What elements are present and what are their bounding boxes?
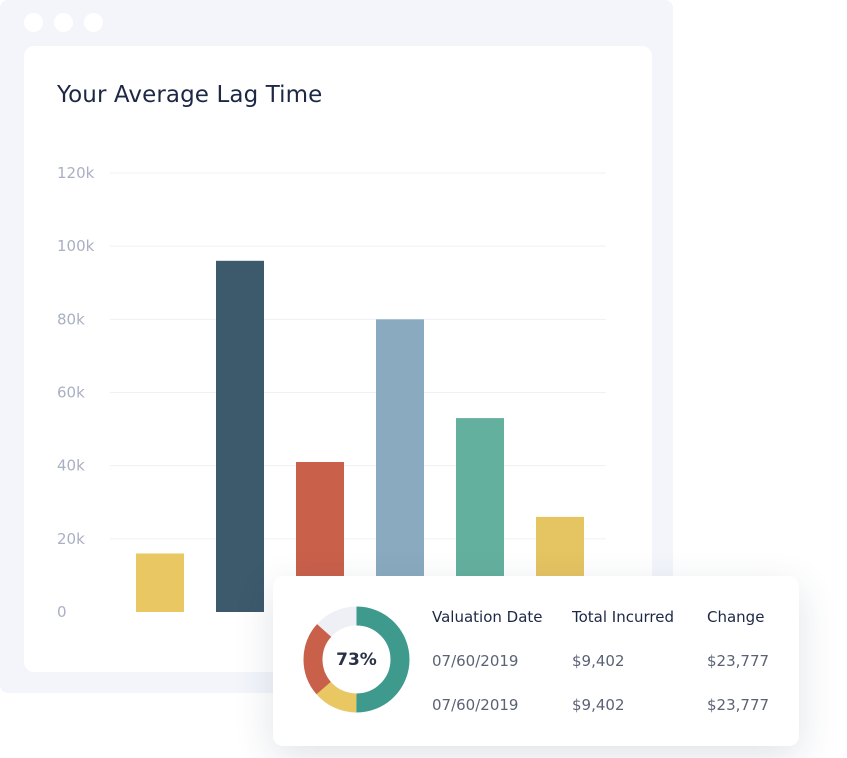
y-tick-label: 80k xyxy=(57,310,85,328)
table-cell-date: 07/60/2019 xyxy=(432,696,519,714)
y-tick-label: 40k xyxy=(57,457,85,475)
y-tick-label: 60k xyxy=(57,384,85,402)
window-dot-icon xyxy=(84,13,103,32)
column-header-valuation-date: Valuation Date xyxy=(432,608,543,626)
donut-percent: 73% xyxy=(336,649,377,670)
window-dot-icon xyxy=(54,13,73,32)
progress-donut xyxy=(303,606,410,713)
window-controls xyxy=(24,13,103,32)
bar xyxy=(376,319,424,612)
bar xyxy=(136,553,184,612)
column-header-change: Change xyxy=(707,608,765,626)
y-tick-label: 20k xyxy=(57,530,85,548)
table-cell-change: $23,777 xyxy=(707,696,770,714)
table-cell-incurred: $9,402 xyxy=(572,696,625,714)
table-cell-incurred: $9,402 xyxy=(572,652,625,670)
column-header-total-incurred: Total Incurred xyxy=(572,608,674,626)
donut-segment-red xyxy=(303,606,410,713)
table-cell-change: $23,777 xyxy=(707,652,770,670)
y-tick-label: 0 xyxy=(57,603,67,621)
y-tick-label: 100k xyxy=(57,237,95,255)
summary-card: 73% Valuation Date Total Incurred Change… xyxy=(273,576,799,746)
bar xyxy=(216,260,264,612)
chart-title: Your Average Lag Time xyxy=(57,82,323,108)
table-cell-date: 07/60/2019 xyxy=(432,652,519,670)
y-tick-label: 120k xyxy=(57,164,95,182)
donut-segment-main xyxy=(303,606,410,713)
window-dot-icon xyxy=(24,13,43,32)
